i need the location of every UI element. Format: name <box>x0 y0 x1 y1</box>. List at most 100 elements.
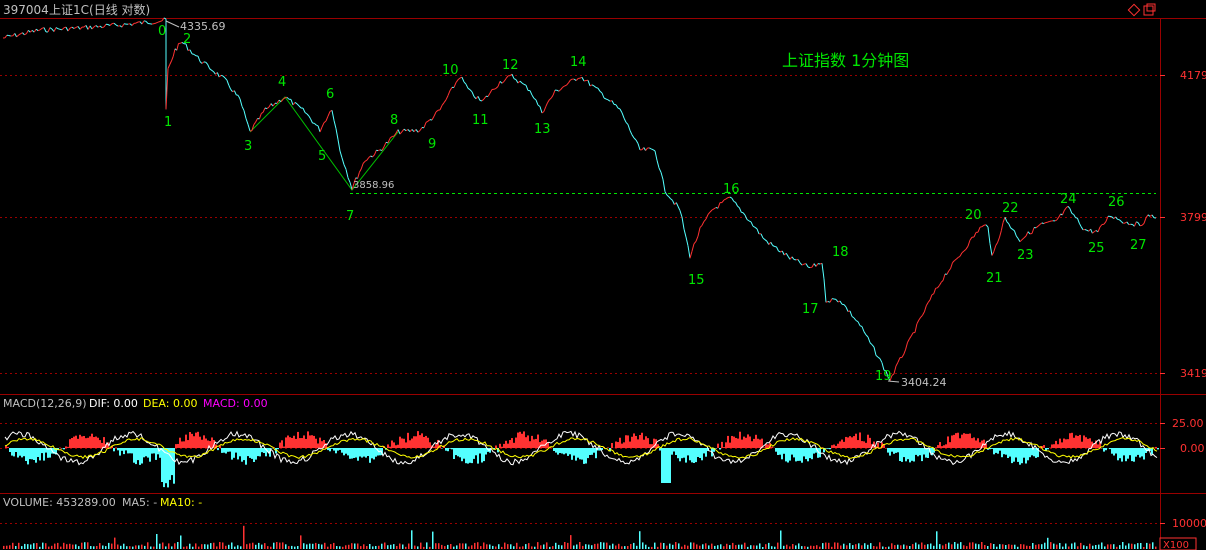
volume-bar <box>843 543 845 549</box>
macd-bar <box>505 440 507 448</box>
volume-bar <box>423 546 425 549</box>
volume-bar <box>291 545 293 549</box>
volume-bar <box>1053 543 1055 549</box>
volume-bar <box>735 545 737 549</box>
price-segment <box>560 86 564 90</box>
chart-caption: 上证指数 1分钟图 <box>782 51 909 70</box>
macd-bar <box>413 436 415 449</box>
price-segment <box>213 71 216 75</box>
price-segment <box>29 30 33 33</box>
macd-bar <box>163 448 165 488</box>
price-segment <box>914 323 918 333</box>
price-segment <box>163 17 167 20</box>
macd-bar <box>623 442 625 448</box>
volume-bar <box>555 542 557 549</box>
price-segment <box>942 273 946 281</box>
macd-bar <box>495 445 497 449</box>
volume-bar <box>786 544 788 549</box>
macd-bar <box>23 448 25 457</box>
price-segment <box>191 53 195 55</box>
volume-bar <box>720 544 722 549</box>
volume-label: VOLUME: 453289.00 <box>3 496 116 509</box>
macd-tick-2: 0.00 <box>1180 442 1205 455</box>
price-segment <box>668 196 671 200</box>
macd-bar <box>95 436 97 449</box>
macd-bar <box>959 438 961 448</box>
volume-bar <box>798 543 800 549</box>
macd-bar <box>17 448 19 458</box>
volume-bar <box>825 542 827 549</box>
price-segment <box>1017 238 1021 242</box>
price-segment <box>427 119 431 122</box>
macd-bar <box>263 448 265 453</box>
macd-bar <box>159 448 161 458</box>
price-segment <box>385 141 389 144</box>
volume-bar <box>747 546 749 549</box>
price-segment <box>239 98 243 107</box>
price-segment <box>635 139 639 144</box>
price-segment <box>891 373 895 376</box>
volume-bar <box>858 543 860 549</box>
price-segment <box>25 30 29 34</box>
macd-bar <box>979 442 981 449</box>
price-segment <box>302 107 306 113</box>
macd-bar <box>361 448 363 458</box>
volume-bar <box>594 543 596 549</box>
volume-bar <box>519 546 521 549</box>
volume-bar <box>1095 545 1097 549</box>
macd-bar <box>987 448 989 450</box>
price-segment <box>18 33 21 36</box>
price-segment <box>457 77 461 81</box>
macd-bar <box>377 448 379 456</box>
price-segment <box>931 293 935 296</box>
macd-label: MACD(12,26,9) <box>3 397 87 410</box>
price-segment <box>827 301 831 303</box>
price-segment <box>691 243 695 252</box>
price-segment <box>995 242 999 246</box>
price-segment <box>752 225 756 228</box>
macd-bar <box>1037 448 1039 458</box>
macd-bar <box>1157 448 1159 450</box>
price-segment <box>171 56 174 62</box>
volume-bar <box>138 545 140 549</box>
price-segment <box>383 142 387 148</box>
macd-bar <box>453 448 455 459</box>
price-segment <box>991 251 995 256</box>
macd-bar <box>249 448 251 458</box>
macd-bar <box>801 448 803 463</box>
price-segment <box>401 128 405 133</box>
macd-bar <box>331 448 333 449</box>
price-segment <box>997 237 1000 243</box>
volume-bar <box>579 542 581 549</box>
volume-bar <box>717 545 719 549</box>
restore-icon[interactable] <box>1127 3 1141 17</box>
price-segment <box>362 160 366 164</box>
price-segment <box>609 100 613 102</box>
macd-bar <box>509 440 511 449</box>
macd-bar <box>41 448 43 454</box>
macd-bar <box>423 436 425 448</box>
macd-bar <box>857 440 859 448</box>
macd-bar <box>303 435 305 449</box>
volume-bar <box>78 546 80 549</box>
price-segment <box>71 26 75 29</box>
macd-bar <box>859 432 861 448</box>
macd-bar <box>91 433 93 449</box>
volume-bar <box>465 543 467 549</box>
macd-bar <box>139 448 141 465</box>
volume-bar <box>873 546 875 549</box>
macd-bar <box>97 437 99 449</box>
volume-bar <box>543 544 545 549</box>
price-segment <box>1120 221 1124 224</box>
volume-bar <box>1149 543 1151 549</box>
price-segment <box>172 48 176 57</box>
price-segment <box>294 101 298 105</box>
price-segment <box>531 94 535 99</box>
price-segment <box>523 83 527 86</box>
price-series <box>2 17 1157 381</box>
macd-bar <box>329 448 331 452</box>
price-segment <box>95 25 99 28</box>
wave-label-16: 16 <box>723 182 740 197</box>
volume-bar <box>360 546 362 549</box>
window-controls[interactable] <box>1127 3 1156 17</box>
